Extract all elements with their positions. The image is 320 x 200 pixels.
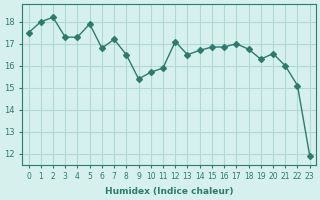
X-axis label: Humidex (Indice chaleur): Humidex (Indice chaleur) — [105, 187, 233, 196]
